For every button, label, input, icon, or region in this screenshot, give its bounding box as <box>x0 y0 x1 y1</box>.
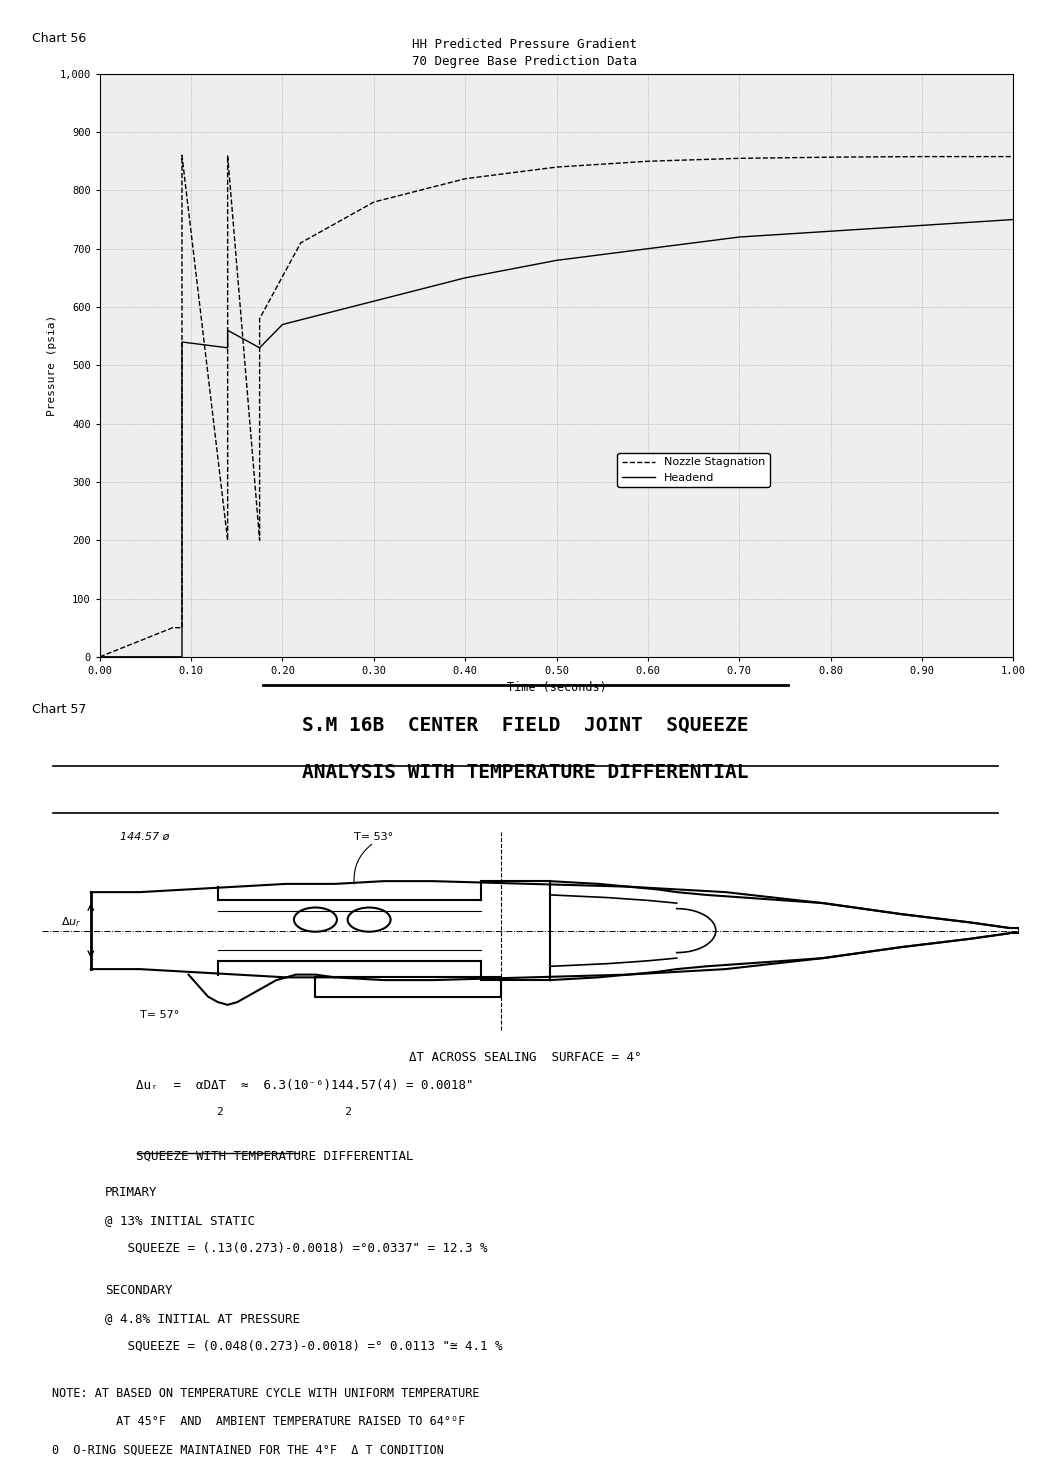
Headend <box>550 251 563 269</box>
Nozzle Stagnation <box>93 648 106 666</box>
Headend <box>253 339 266 357</box>
Headend <box>368 292 380 310</box>
Headend <box>222 339 234 357</box>
Text: ΔT ACROSS SEALING  SURFACE = 4°: ΔT ACROSS SEALING SURFACE = 4° <box>408 1051 642 1064</box>
Text: 0  O-RING SQUEEZE MAINTAINED FOR THE 4°F  Δ T CONDITION: 0 O-RING SQUEEZE MAINTAINED FOR THE 4°F … <box>52 1444 444 1457</box>
Nozzle Stagnation <box>550 158 563 176</box>
Nozzle Stagnation <box>733 149 746 167</box>
Nozzle Stagnation <box>175 618 188 636</box>
Nozzle Stagnation <box>175 146 188 164</box>
Text: SQUEEZE = (.13(0.273)-0.0018) =°0.0337" = 12.3 %: SQUEEZE = (.13(0.273)-0.0018) =°0.0337" … <box>105 1241 487 1255</box>
Text: S.M 16B  CENTER  FIELD  JOINT  SQUEEZE: S.M 16B CENTER FIELD JOINT SQUEEZE <box>301 716 749 735</box>
Text: SQUEEZE WITH TEMPERATURE DIFFERENTIAL: SQUEEZE WITH TEMPERATURE DIFFERENTIAL <box>136 1148 414 1162</box>
Text: T= 57°: T= 57° <box>140 1011 178 1020</box>
Headend <box>1007 211 1020 229</box>
Nozzle Stagnation <box>253 310 266 328</box>
Nozzle Stagnation <box>222 146 234 164</box>
Nozzle Stagnation <box>167 618 180 636</box>
Nozzle Stagnation <box>642 152 654 170</box>
Text: Chart 56: Chart 56 <box>32 32 86 46</box>
Nozzle Stagnation <box>368 193 380 211</box>
Nozzle Stagnation <box>824 148 837 165</box>
Nozzle Stagnation <box>253 531 266 549</box>
Nozzle Stagnation <box>222 531 234 549</box>
X-axis label: Time (seconds): Time (seconds) <box>506 682 607 694</box>
Nozzle Stagnation <box>916 148 928 165</box>
Text: 144.57 ø: 144.57 ø <box>120 831 169 841</box>
Text: @ 13% INITIAL STATIC: @ 13% INITIAL STATIC <box>105 1213 255 1227</box>
Headend <box>321 304 334 322</box>
Text: 70 Degree Base Prediction Data: 70 Degree Base Prediction Data <box>413 55 637 68</box>
Text: Chart 57: Chart 57 <box>32 703 86 716</box>
Y-axis label: Pressure (psia): Pressure (psia) <box>46 314 57 416</box>
Headend <box>175 334 188 351</box>
Text: PRIMARY: PRIMARY <box>105 1185 158 1199</box>
Nozzle Stagnation <box>294 235 307 252</box>
Nozzle Stagnation <box>459 170 471 187</box>
Text: Δuᵣ  =  αDΔT  ≈  6.3(10⁻⁶)144.57(4) = 0.0018": Δuᵣ = αDΔT ≈ 6.3(10⁻⁶)144.57(4) = 0.0018… <box>136 1079 474 1092</box>
Text: @ 4.8% INITIAL AT PRESSURE: @ 4.8% INITIAL AT PRESSURE <box>105 1312 300 1325</box>
Text: SECONDARY: SECONDARY <box>105 1284 172 1297</box>
Text: $\Delta u_r$: $\Delta u_r$ <box>61 915 82 930</box>
Headend <box>93 648 106 666</box>
Headend <box>276 316 289 334</box>
Headend <box>175 648 188 666</box>
Headend <box>459 269 471 286</box>
Text: T= 53°: T= 53° <box>355 831 394 841</box>
Text: 2                  2: 2 2 <box>136 1107 353 1117</box>
Line: Nozzle Stagnation: Nozzle Stagnation <box>100 155 1013 657</box>
Headend <box>167 648 180 666</box>
Headend <box>733 229 746 246</box>
Text: ANALYSIS WITH TEMPERATURE DIFFERENTIAL: ANALYSIS WITH TEMPERATURE DIFFERENTIAL <box>301 763 749 782</box>
Text: SQUEEZE = (0.048(0.273)-0.0018) =° 0.0113 "≅ 4.1 %: SQUEEZE = (0.048(0.273)-0.0018) =° 0.011… <box>105 1340 503 1353</box>
Line: Headend: Headend <box>100 220 1013 657</box>
Legend: Nozzle Stagnation, Headend: Nozzle Stagnation, Headend <box>617 453 770 487</box>
Text: AT 45°F  AND  AMBIENT TEMPERATURE RAISED TO 64°ᴼF: AT 45°F AND AMBIENT TEMPERATURE RAISED T… <box>52 1415 466 1429</box>
Nozzle Stagnation <box>1007 148 1020 165</box>
Text: HH Predicted Pressure Gradient: HH Predicted Pressure Gradient <box>413 38 637 52</box>
Headend <box>222 322 234 339</box>
Text: NOTE: AT BASED ON TEMPERATURE CYCLE WITH UNIFORM TEMPERATURE: NOTE: AT BASED ON TEMPERATURE CYCLE WITH… <box>52 1387 480 1401</box>
